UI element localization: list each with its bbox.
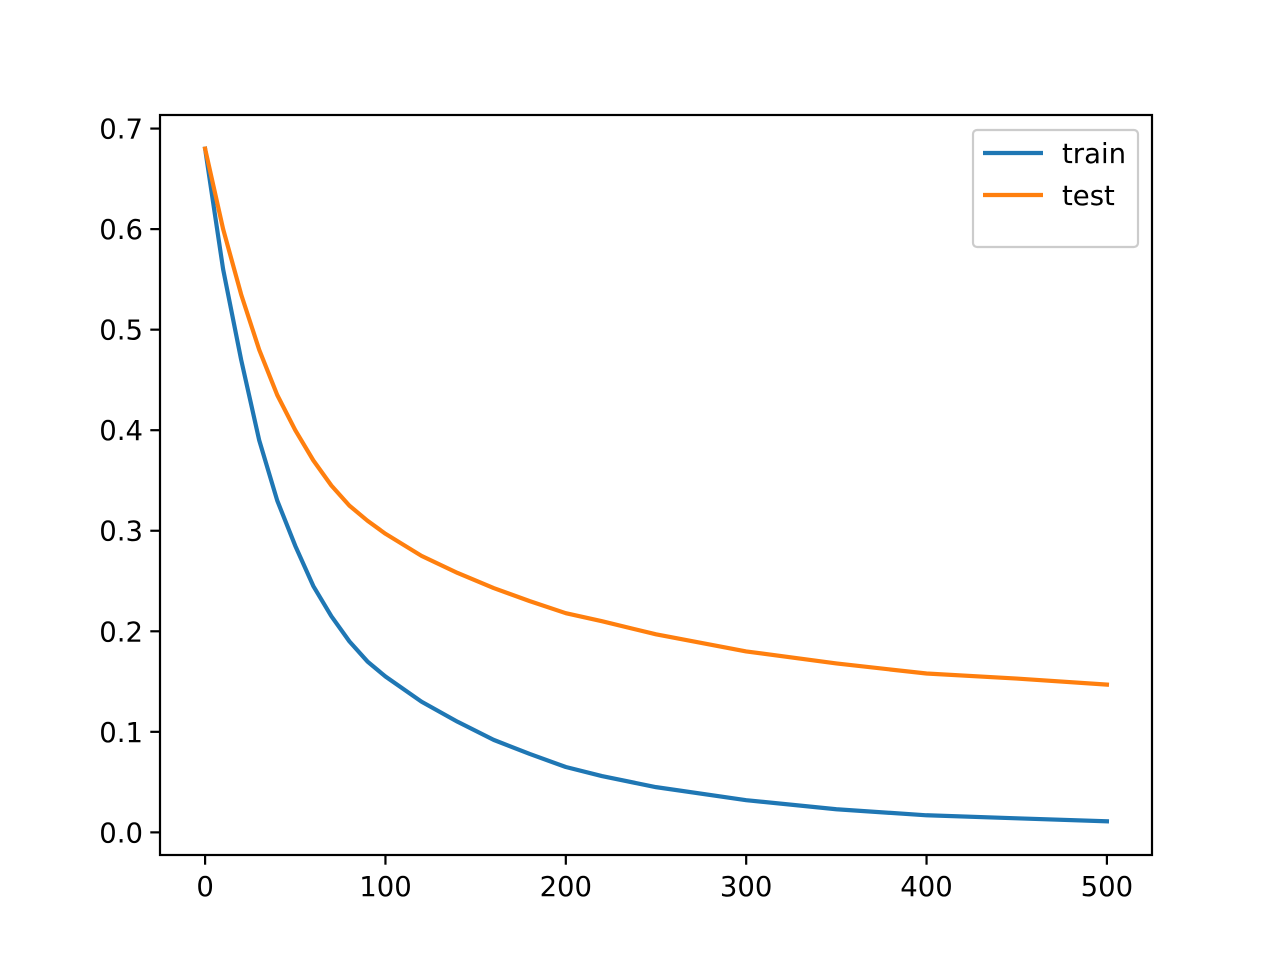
x-tick-label: 500: [1081, 871, 1134, 903]
legend-frame: [971, 128, 1140, 249]
y-tick-label: 0.1: [99, 717, 143, 749]
line-series: [202, 146, 1110, 687]
y-tick-label: 0.5: [99, 315, 143, 347]
y-tick-label: 0.0: [99, 817, 143, 849]
x-tick-label: 300: [720, 871, 773, 903]
legend-label: train: [1062, 138, 1126, 170]
x-tick-label: 200: [540, 871, 593, 903]
legend-label: test: [1062, 180, 1115, 212]
y-tick-label: 0.3: [99, 516, 143, 548]
line-series: [202, 146, 1110, 824]
axes-frame: [158, 113, 1154, 857]
y-tick-label: 0.6: [99, 214, 143, 246]
y-tick-label: 0.2: [99, 616, 143, 648]
x-tick-label: 100: [359, 871, 412, 903]
x-tick-label: 0: [196, 871, 214, 903]
y-tick-label: 0.7: [99, 114, 143, 146]
y-tick-label: 0.4: [99, 415, 143, 447]
x-tick-label: 400: [900, 871, 953, 903]
